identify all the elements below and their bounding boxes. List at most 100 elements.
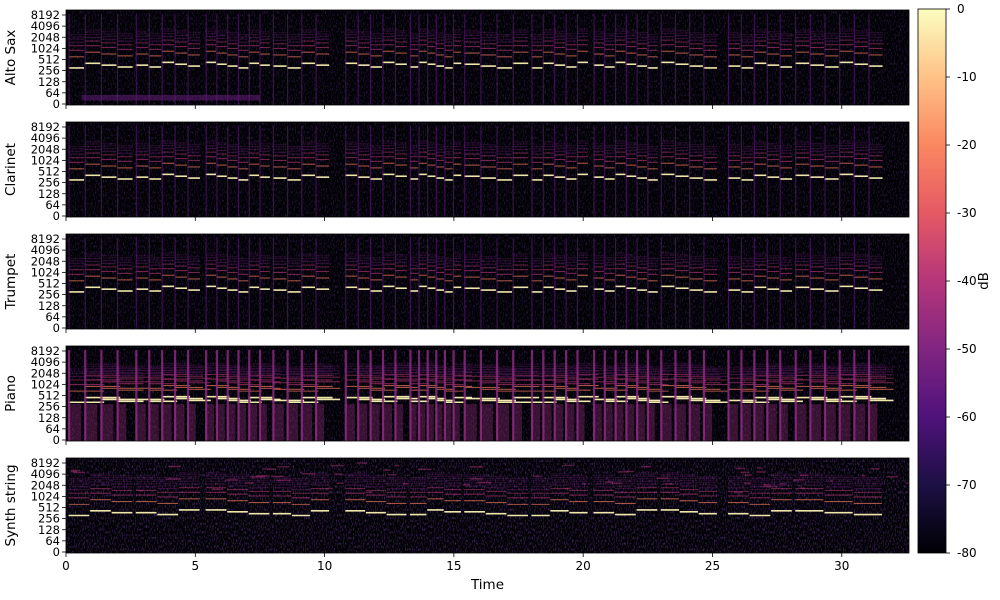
harmonic-haze	[330, 464, 344, 467]
piano-body	[161, 404, 172, 441]
y-tick-label: 128	[38, 523, 60, 537]
y-tick-label: 4096	[31, 243, 60, 257]
y-tick-label: 64	[45, 422, 60, 436]
piano-body	[272, 404, 284, 441]
piano-body	[237, 404, 247, 441]
piano-body	[259, 404, 267, 441]
harmonic-haze	[641, 465, 651, 468]
panel-ylabel: Clarinet	[3, 143, 19, 196]
harmonic-haze	[664, 483, 673, 485]
x-axis-title: Time	[470, 577, 504, 593]
piano-body	[100, 404, 114, 441]
panel-frame	[65, 121, 910, 218]
piano-body	[593, 404, 602, 441]
piano-body	[625, 404, 635, 441]
y-tick-label: 64	[45, 534, 60, 548]
harmonic-haze	[800, 474, 809, 477]
y-tick-label: 1024	[31, 153, 60, 167]
y-tick-label: 4096	[31, 355, 60, 369]
harmonic-haze	[271, 475, 284, 478]
x-tick-label: 0	[62, 559, 70, 573]
harmonic-haze	[757, 467, 762, 469]
piano-body	[727, 404, 738, 441]
piano-body	[444, 404, 452, 441]
y-tick-label: 8192	[31, 456, 60, 470]
colorbar-gradient	[917, 8, 947, 554]
x-tick-label: 10	[317, 559, 332, 573]
x-tick-label: 20	[576, 559, 591, 573]
spectrogram-content	[66, 346, 909, 441]
y-tick-label: 512	[38, 501, 60, 515]
piano-body	[394, 404, 403, 441]
y-tick-label: 0	[53, 209, 60, 223]
piano-body	[345, 404, 355, 441]
colorbar-label: dB	[976, 272, 992, 290]
y-tick-label: 4096	[31, 19, 60, 33]
y-tick-label: 8192	[31, 120, 60, 134]
piano-body	[227, 404, 236, 441]
y-tick-label: 1024	[31, 41, 60, 55]
harmonic-haze	[365, 491, 372, 494]
x-tick-label: 25	[705, 559, 720, 573]
colorbar-tick-label: -80	[957, 546, 977, 560]
noise-floor	[66, 458, 909, 553]
colorbar-tick-label: -70	[957, 478, 977, 492]
piano-body	[576, 404, 585, 441]
x-tick-label: 5	[191, 559, 199, 573]
harmonic-haze	[625, 470, 635, 473]
harmonic-haze	[263, 468, 276, 470]
harmonic-haze	[356, 462, 368, 464]
y-tick-label: 256	[38, 288, 60, 302]
piano-body	[779, 404, 788, 441]
piano-body	[839, 404, 851, 441]
y-tick-label: 1024	[31, 489, 60, 503]
harmonic-haze	[905, 482, 909, 484]
x-axis: 0 5 10 15 20 25 30 Time	[62, 559, 849, 593]
colorbar-tick-label: 0	[957, 2, 965, 16]
piano-body	[703, 404, 713, 441]
piano-body	[84, 404, 98, 441]
piano-body	[496, 404, 509, 441]
harmonic-haze	[255, 475, 270, 477]
y-tick-label: 8192	[31, 8, 60, 22]
y-tick-label: 2048	[31, 142, 60, 156]
harmonic-haze	[829, 480, 834, 482]
piano-body	[68, 404, 82, 441]
piano-body	[542, 404, 552, 441]
piano-body	[187, 404, 196, 441]
y-tick-label: 256	[38, 64, 60, 78]
colorbar-tick-label: -60	[957, 410, 977, 424]
spectrogram-content	[66, 234, 909, 329]
harmonic-haze	[562, 464, 575, 467]
piano-body	[216, 404, 225, 441]
piano-body	[824, 404, 836, 441]
noise-floor	[66, 122, 909, 217]
panel-frame	[65, 345, 910, 442]
y-tick-label: 128	[38, 299, 60, 313]
harmonic-haze	[336, 482, 344, 485]
noise-floor	[66, 234, 909, 329]
harmonic-haze	[744, 474, 753, 476]
y-tick-label: 2048	[31, 254, 60, 268]
y-tick-label: 2048	[31, 30, 60, 44]
piano-body	[636, 404, 645, 441]
piano-body	[853, 404, 866, 441]
y-tick-label: 256	[38, 400, 60, 414]
piano-body	[370, 404, 380, 441]
piano-body	[409, 404, 417, 441]
colorbar-tick-label: -30	[957, 206, 977, 220]
panel-frame	[65, 457, 910, 554]
harmonic-haze	[762, 485, 778, 488]
y-tick-label: 64	[45, 198, 60, 212]
harmonic-haze	[861, 474, 866, 477]
y-tick-label: 128	[38, 411, 60, 425]
y-tick-label: 128	[38, 75, 60, 89]
y-tick-label: 8192	[31, 344, 60, 358]
harmonic-haze	[226, 479, 238, 481]
piano-body	[531, 404, 541, 441]
harmonic-haze	[735, 467, 746, 470]
